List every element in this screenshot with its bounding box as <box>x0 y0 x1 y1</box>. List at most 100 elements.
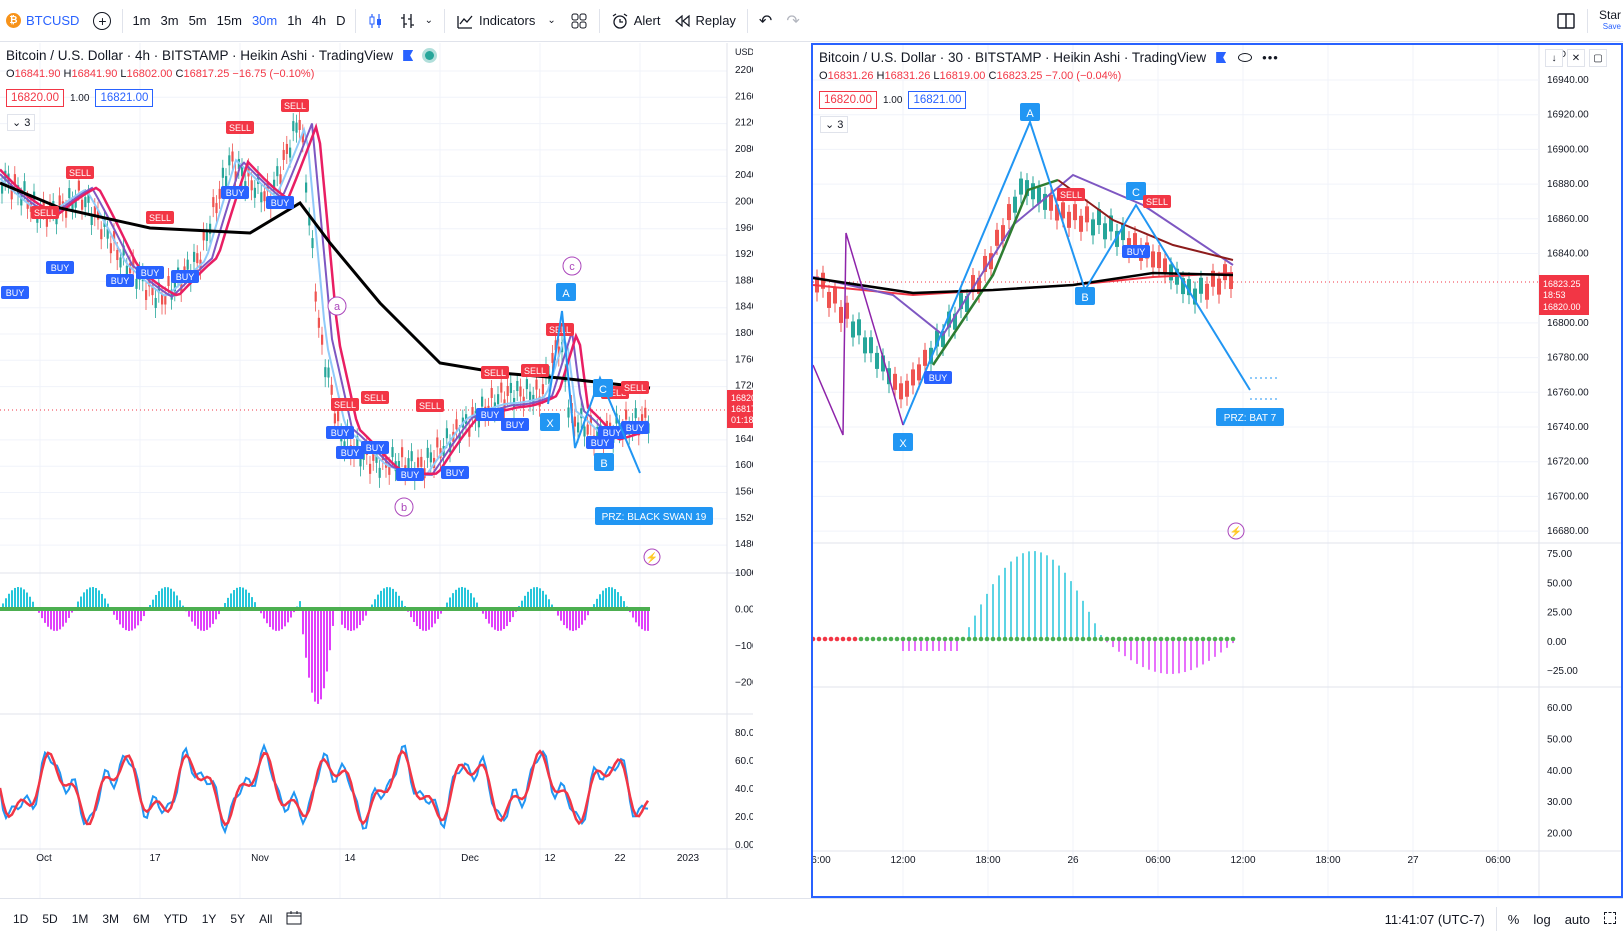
candle-body <box>308 215 311 226</box>
macd-dot <box>1140 636 1146 642</box>
range-5d[interactable]: 5D <box>42 912 58 926</box>
right-buy-price-button[interactable]: 16821.00 <box>908 91 967 109</box>
left-chart-pane[interactable]: USD ⌄ 22000.00 21600.00 21200.00 20800.00 204… <box>0 43 753 898</box>
clock-timezone[interactable]: 11:41:07 (UTC-7) <box>1384 911 1485 927</box>
auto-toggle[interactable]: auto <box>1564 911 1590 927</box>
label-A: A <box>1026 108 1034 120</box>
more-icon[interactable]: ••• <box>1262 50 1279 65</box>
redo-button[interactable]: ↷ <box>779 0 806 42</box>
timeframe-1h[interactable]: 1h <box>287 13 302 28</box>
sell-signal-5: SELL <box>334 400 356 410</box>
restore-icon[interactable]: ▢ <box>1589 49 1607 67</box>
left-price-tick: 17200.00 <box>735 381 753 392</box>
range-1m[interactable]: 1M <box>71 912 89 926</box>
left-collapse-indicators-button[interactable]: ⌄ 3 <box>7 114 36 131</box>
range-all[interactable]: All <box>259 912 273 926</box>
wave-label-a: a <box>334 301 341 313</box>
left-rsi-tick: 40.00 <box>735 784 753 795</box>
layout-split-button[interactable] <box>1549 0 1583 42</box>
range-1y[interactable]: 1Y <box>201 912 217 926</box>
bars-icon <box>400 13 414 28</box>
timeframe-3m[interactable]: 3m <box>160 13 179 28</box>
scroll-down-icon[interactable]: ↓ <box>1545 49 1563 67</box>
candle-body <box>68 188 71 199</box>
range-ytd[interactable]: YTD <box>163 912 188 926</box>
left-time-tick: Nov <box>251 853 269 864</box>
right-time-tick: 6:00 <box>813 855 831 866</box>
candles-icon <box>369 13 381 28</box>
left-last-price: 16820.00 <box>731 393 753 403</box>
candle-body <box>1013 196 1017 213</box>
candle-body <box>586 424 589 435</box>
candle-body <box>135 278 138 289</box>
range-1d[interactable]: 1D <box>13 912 29 926</box>
candle-body <box>228 155 231 166</box>
right-sell-price-button[interactable]: 16820.00 <box>819 91 877 109</box>
candle-body <box>1151 251 1155 268</box>
undo-button[interactable]: ↶ <box>752 0 779 42</box>
candle-body <box>285 143 288 154</box>
label-X-bg <box>540 413 560 431</box>
bar-type-button[interactable]: ⌄ <box>392 0 440 42</box>
sell-signal-4-bg <box>281 99 309 112</box>
log-toggle[interactable]: log <box>1533 911 1551 927</box>
left-price-tick: 16400.00 <box>735 434 753 445</box>
candle-body <box>215 203 218 214</box>
candle-body <box>863 337 867 354</box>
fullscreen-button[interactable] <box>1597 911 1623 927</box>
candle-body <box>167 276 170 287</box>
indicators-button[interactable]: Indicators ⌄ <box>449 0 563 42</box>
symbol-search[interactable]: ₿ BTCUSD <box>0 0 86 42</box>
candle-body <box>298 119 301 130</box>
candle-body <box>971 275 975 292</box>
left-chart-canvas[interactable]: USD ⌄ 22000.00 21600.00 21200.00 20800.00 204… <box>0 43 753 898</box>
candle-body <box>1055 204 1059 221</box>
date-range-group: 1D 5D 1M 3M 6M YTD 1Y 5Y All <box>0 912 279 926</box>
candle-body <box>327 367 330 378</box>
timeframe-4h[interactable]: 4h <box>311 13 327 28</box>
buy-signal-14-bg <box>586 436 614 449</box>
right-collapse-indicators-button[interactable]: ⌄ 3 <box>820 116 849 133</box>
buy-signal-0: BUY <box>6 288 25 298</box>
candle-body <box>193 251 196 262</box>
left-buy-price-button[interactable]: 16821.00 <box>95 89 154 107</box>
macd-dot <box>852 636 858 642</box>
candle-body <box>391 447 394 458</box>
percent-toggle[interactable]: % <box>1507 911 1520 927</box>
timeframe-30m[interactable]: 30m <box>251 13 278 28</box>
timeframe-1m[interactable]: 1m <box>132 13 151 28</box>
right-chart-pane[interactable]: USD ⌄16940.0016920.0016900.0016880.00168… <box>811 43 1623 898</box>
right-chart-canvas[interactable]: USD ⌄16940.0016920.0016900.0016880.00168… <box>813 45 1621 896</box>
compare-symbol-button[interactable]: + <box>86 0 118 42</box>
chart-type-button[interactable] <box>360 0 392 42</box>
live-dot-icon <box>425 51 435 60</box>
alert-button[interactable]: Alert <box>604 0 668 42</box>
left-sell-price-button[interactable]: 16820.00 <box>6 89 64 107</box>
candle-body <box>506 385 509 396</box>
right-chart-title: Bitcoin / U.S. Dollar · 30 · BITSTAMP · … <box>819 50 1207 65</box>
eye-icon[interactable] <box>1238 53 1253 62</box>
candle-body <box>551 352 554 363</box>
sell-signal-7-bg <box>416 399 444 412</box>
candle-body <box>359 456 362 467</box>
candle-body <box>205 230 208 241</box>
right-low: 16819.00 <box>939 70 986 82</box>
goto-date-button[interactable] <box>279 910 309 928</box>
timeframe-5m[interactable]: 5m <box>188 13 207 28</box>
maximize-icon[interactable]: ✕ <box>1567 49 1585 67</box>
macd-dot <box>948 636 954 642</box>
save-button[interactable]: Star Save <box>1592 0 1623 42</box>
range-5y[interactable]: 5Y <box>230 912 246 926</box>
macd-dot <box>936 636 942 642</box>
candle-body <box>1181 278 1185 295</box>
buy-signal-12-bg <box>476 408 504 421</box>
replay-button[interactable]: Replay <box>667 0 742 42</box>
timeframe-D[interactable]: D <box>336 13 346 28</box>
layout-button[interactable] <box>563 0 595 42</box>
range-6m[interactable]: 6M <box>133 912 150 926</box>
buy-signal-10: BUY <box>401 470 420 480</box>
timeframe-15m[interactable]: 15m <box>216 13 242 28</box>
range-3m[interactable]: 3M <box>102 912 120 926</box>
label-C: C <box>1132 187 1140 199</box>
left-price-tick: 18800.00 <box>735 275 753 286</box>
